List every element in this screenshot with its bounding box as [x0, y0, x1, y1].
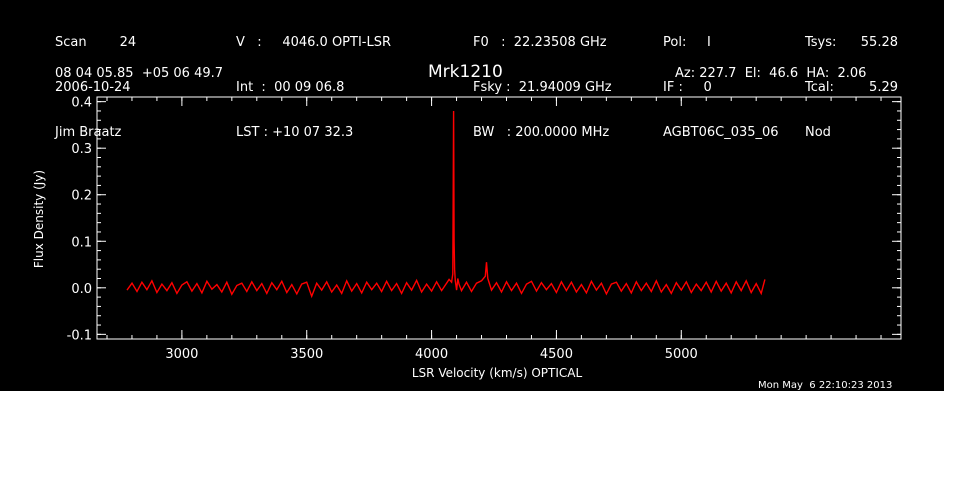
header-col5-values: 55.28 5.29 [835, 5, 898, 155]
observer-name: Jim Braatz [55, 125, 122, 140]
polarization: Pol: I [663, 35, 711, 50]
trace-layer [126, 110, 766, 299]
header-col5-labels: Tsys: Tcal: Nod [805, 5, 836, 170]
tcal-value: 5.29 [869, 80, 898, 95]
scan-number: Scan 24 [55, 35, 137, 50]
y-tick-label: 0.1 [71, 235, 92, 250]
y-tick-label: -0.1 [67, 328, 92, 343]
lst-readout: LST : +10 07 32.3 [236, 125, 354, 140]
x-tick-label: 4500 [540, 347, 573, 362]
if-number: IF : 0 [663, 80, 712, 95]
header-col3: F0 : 22.23508 GHz Fsky : 21.94009 GHz BW… [473, 5, 612, 170]
observation-date: 2006-10-24 [55, 80, 131, 95]
velocity-readout: V : 4046.0 OPTI-LSR [236, 35, 392, 50]
axes-frame [96, 96, 902, 340]
x-axis-label: LSR Velocity (km/s) OPTICAL [412, 366, 583, 380]
header-col4: Pol: I IF : 0 AGBT06C_035_06 [663, 5, 779, 170]
project-id: AGBT06C_035_06 [663, 125, 779, 140]
tcal-label: Tcal: [805, 80, 834, 95]
x-tick-label: 3500 [290, 347, 323, 362]
header-col1: Scan 24 2006-10-24 Jim Braatz [55, 5, 136, 170]
spectrum-trace-0 [126, 110, 766, 299]
y-tick-label: 0.0 [71, 282, 92, 297]
x-tick-label: 5000 [665, 347, 698, 362]
plot-timestamp: Mon May 6 22:10:23 2013 [758, 380, 893, 391]
x-tick-label: 4000 [415, 347, 448, 362]
plot-panel: Scan 24 2006-10-24 Jim Braatz V : 4046.0… [0, 0, 944, 391]
spectrum-chart: 3000 3500 4000 4500 5000-0.10.00.10.20.30.4 … [32, 96, 902, 380]
source-name: Mrk1210 [428, 62, 503, 82]
y-tick-label: 0.2 [71, 189, 92, 204]
y-axis-label: Flux Density (Jy) [32, 170, 46, 268]
header-col2: V : 4046.0 OPTI-LSR Int : 00 09 06.8 LST… [236, 5, 391, 170]
ticks-layer: 3000 3500 4000 4500 5000 -0.1 0.0 0.1 0.2 0.3 0.4 [67, 96, 901, 362]
integration-time: Int : 00 09 06.8 [236, 80, 345, 95]
bandwidth: BW : 200.0000 MHz [473, 125, 610, 140]
tsys-label: Tsys: [805, 35, 837, 50]
az-el-ha-readout: Az: 227.7 El: 46.6 HA: 2.06 [675, 66, 867, 81]
procedure-label: Nod [805, 125, 831, 140]
x-tick-label: 3000 [165, 347, 198, 362]
y-tick-label: 0.3 [71, 142, 92, 157]
source-coordinates: 08 04 05.85 +05 06 49.7 [55, 66, 224, 81]
tsys-value: 55.28 [860, 35, 898, 50]
sky-frequency: Fsky : 21.94009 GHz [473, 80, 612, 95]
y-tick-label: 0.4 [71, 96, 92, 111]
rest-frequency: F0 : 22.23508 GHz [473, 35, 607, 50]
